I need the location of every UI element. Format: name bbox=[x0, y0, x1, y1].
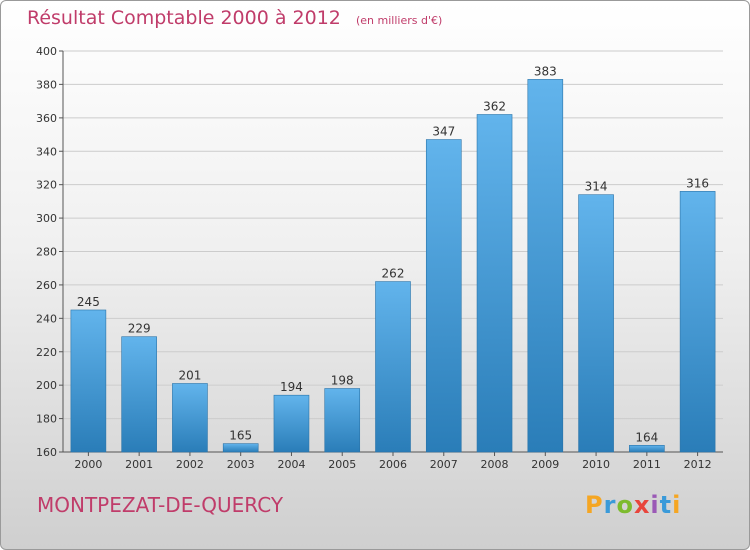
chart-title: Résultat Comptable 2000 à 2012 bbox=[27, 7, 341, 29]
y-tick-label: 200 bbox=[36, 379, 57, 392]
bar bbox=[222, 443, 259, 453]
bar bbox=[121, 336, 157, 453]
bar bbox=[629, 445, 665, 453]
logo-letter: P bbox=[585, 491, 604, 519]
logo-letter: x bbox=[633, 491, 651, 519]
y-tick-label: 300 bbox=[36, 212, 57, 225]
y-tick-label: 280 bbox=[36, 246, 57, 259]
logo-letter: i bbox=[672, 491, 682, 519]
x-tick-label: 2008 bbox=[481, 458, 509, 471]
data-label: 347 bbox=[432, 125, 455, 139]
data-label: 165 bbox=[229, 429, 252, 443]
logo-letter: i bbox=[650, 491, 660, 519]
chart-subtitle: (en milliers d'€) bbox=[355, 14, 443, 27]
proxiti-logo: Proxiti bbox=[585, 491, 681, 519]
bars bbox=[70, 79, 716, 453]
bar bbox=[70, 309, 107, 453]
x-tick-label: 2001 bbox=[125, 458, 153, 471]
bar bbox=[324, 388, 361, 453]
x-tick-label: 2012 bbox=[684, 458, 712, 471]
bar bbox=[578, 194, 614, 453]
x-tick-label: 2005 bbox=[328, 458, 356, 471]
y-tick-label: 260 bbox=[36, 279, 57, 292]
x-tick-label: 2011 bbox=[633, 458, 661, 471]
data-label: 194 bbox=[280, 380, 303, 394]
data-label: 383 bbox=[534, 64, 557, 78]
y-tick-label: 220 bbox=[36, 346, 57, 359]
bar bbox=[527, 79, 564, 453]
data-label: 164 bbox=[635, 430, 658, 444]
bar bbox=[172, 383, 208, 453]
bar bbox=[679, 191, 716, 453]
y-tick-label: 180 bbox=[36, 413, 57, 426]
x-tick-label: 2003 bbox=[227, 458, 255, 471]
y-tick-label: 160 bbox=[36, 446, 57, 459]
data-label: 316 bbox=[686, 176, 709, 190]
x-tick-label: 2009 bbox=[531, 458, 559, 471]
data-label: 245 bbox=[77, 295, 100, 309]
bar bbox=[375, 281, 411, 453]
bar bbox=[273, 394, 310, 453]
title-row: Résultat Comptable 2000 à 2012 (en milli… bbox=[27, 7, 442, 29]
data-label: 362 bbox=[483, 99, 506, 113]
x-tick-label: 2010 bbox=[582, 458, 610, 471]
bar bbox=[425, 139, 462, 453]
logo-letter: o bbox=[616, 491, 634, 519]
x-tick-label: 2000 bbox=[74, 458, 102, 471]
x-tick-label: 2002 bbox=[176, 458, 204, 471]
y-tick-label: 340 bbox=[36, 145, 57, 158]
data-label: 201 bbox=[178, 368, 201, 382]
commune-name: MONTPEZAT-DE-QUERCY bbox=[37, 493, 284, 517]
data-label: 262 bbox=[382, 267, 405, 281]
x-tick-label: 2006 bbox=[379, 458, 407, 471]
y-tick-label: 360 bbox=[36, 112, 57, 125]
logo-letter: t bbox=[659, 491, 673, 519]
data-labels: 245 229 201 165 194 198 262 347 362 383 314 164 316 bbox=[77, 64, 709, 444]
y-tick-label: 320 bbox=[36, 179, 57, 192]
data-label: 229 bbox=[128, 322, 151, 336]
y-tick-label: 380 bbox=[36, 78, 57, 91]
logo-letter: r bbox=[603, 491, 617, 519]
data-label: 198 bbox=[331, 374, 354, 388]
axes: 160 180 200 220 240 260 280 300 320 340 360 380 400 2… bbox=[36, 45, 723, 471]
y-tick-label: 400 bbox=[36, 45, 57, 58]
x-tick-label: 2007 bbox=[430, 458, 458, 471]
x-tick-label: 2004 bbox=[277, 458, 305, 471]
bar bbox=[476, 114, 513, 453]
y-tick-label: 240 bbox=[36, 312, 57, 325]
data-label: 314 bbox=[585, 180, 608, 194]
